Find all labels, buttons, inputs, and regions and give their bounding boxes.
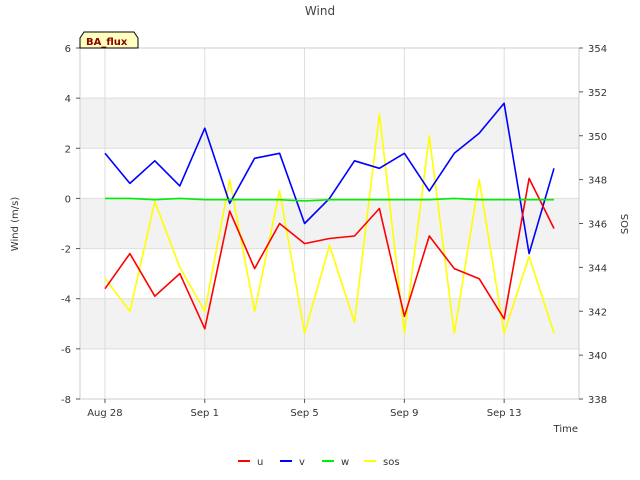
legend-label-v: v — [299, 457, 305, 468]
background-band — [80, 98, 579, 149]
chart-title: Wind — [305, 4, 335, 18]
y2-tick-label: 348 — [588, 176, 607, 187]
background-band — [80, 248, 579, 299]
badge: BA_flux — [79, 31, 139, 49]
x-tick-label: Sep 5 — [290, 408, 318, 419]
series-layer — [104, 102, 555, 335]
legend-label-u: u — [257, 457, 263, 468]
y2-tick-label: 352 — [588, 88, 607, 99]
y-tick-label: 6 — [65, 44, 71, 55]
y2-tick-label: 346 — [588, 220, 607, 231]
y-axis-right: 338 340 342 344 346 348 350 352 354 — [579, 44, 607, 406]
y2-tick-label: 342 — [588, 307, 607, 318]
y2-tick-label: 344 — [588, 263, 607, 274]
background-band — [80, 298, 579, 349]
y2-axis-title: SOS — [620, 214, 631, 235]
legend: u v w sos — [238, 457, 400, 468]
y-tick-label: -4 — [61, 295, 71, 306]
y2-tick-label: 350 — [588, 132, 607, 143]
y-tick-label: -6 — [61, 345, 71, 356]
x-tick-label: Aug 28 — [87, 408, 122, 419]
y2-tick-label: 338 — [588, 395, 607, 406]
badge-label: BA_flux — [86, 37, 128, 48]
y-axis-left: -8 -6 -4 -2 0 2 4 6 — [61, 44, 80, 406]
series-line-u — [104, 177, 555, 330]
legend-label-w: w — [341, 457, 349, 468]
y2-tick-label: 354 — [588, 44, 607, 55]
y-tick-label: -8 — [61, 395, 71, 406]
y-axis-title: Wind (m/s) — [10, 197, 21, 252]
background-band — [80, 148, 579, 199]
y-tick-label: -2 — [61, 245, 71, 256]
x-tick-label: Sep 1 — [191, 408, 219, 419]
x-tick-label: Sep 9 — [390, 408, 418, 419]
series-line-sos — [104, 113, 555, 335]
y-tick-label: 2 — [65, 144, 71, 155]
y-tick-label: 0 — [65, 194, 71, 205]
series-line-w — [105, 197, 554, 202]
legend-label-sos: sos — [383, 457, 400, 468]
y-tick-label: 4 — [65, 94, 71, 105]
badge-shape — [79, 31, 139, 49]
x-tick-label: Sep 13 — [487, 408, 522, 419]
plot-background — [80, 48, 579, 399]
background-band — [80, 348, 579, 399]
background-band — [80, 48, 579, 99]
x-axis: Aug 28 Sep 1 Sep 5 Sep 9 Sep 13 — [87, 399, 522, 419]
y2-tick-label: 340 — [588, 351, 607, 362]
x-axis-title: Time — [553, 424, 578, 435]
series-line-v — [104, 102, 555, 255]
